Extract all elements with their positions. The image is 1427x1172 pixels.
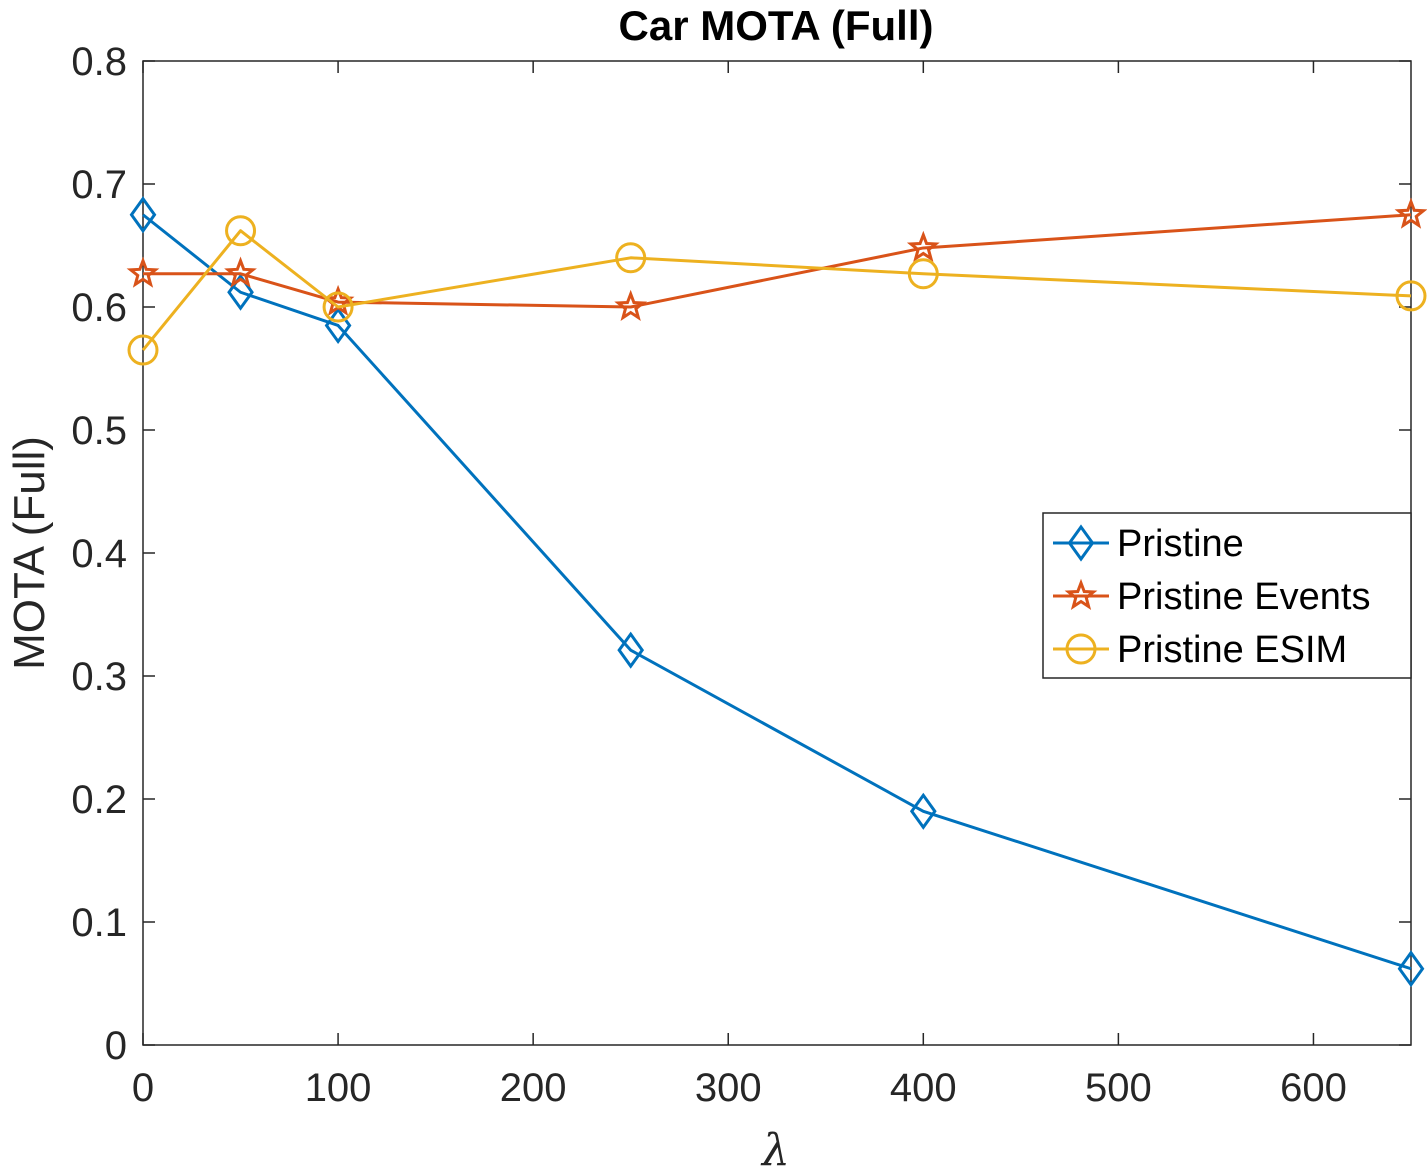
legend-marker (1064, 578, 1098, 610)
data-point (615, 242, 647, 274)
data-point (909, 792, 937, 830)
series-line (142, 213, 1412, 971)
legend-marker (1067, 524, 1095, 562)
data-point (617, 631, 645, 669)
x-tick-label: 400 (890, 1066, 957, 1110)
x-axis: 0 100 200 300 400 500 600 (132, 61, 1347, 1110)
legend-marker (1065, 633, 1097, 665)
data-point (1394, 197, 1427, 229)
y-tick-label: 0 (105, 1024, 127, 1068)
legend-entry: Pristine Events (1053, 576, 1370, 618)
y-axis-label: MOTA (Full) (5, 436, 54, 670)
x-tick-label: 300 (695, 1066, 762, 1110)
x-axis-label: λ (760, 1125, 790, 1172)
y-tick-label: 0.3 (71, 655, 127, 699)
chart-title: Car MOTA (Full) (619, 2, 934, 49)
x-tick-label: 200 (500, 1066, 567, 1110)
data-point (1395, 280, 1427, 312)
legend-label: Pristine ESIM (1117, 629, 1347, 671)
data-point (127, 334, 159, 366)
legend: Pristine Pristine Events Pristine ESIM (1042, 512, 1412, 679)
legend-entry: Pristine (1053, 523, 1244, 565)
x-tick-label: 500 (1085, 1066, 1152, 1110)
data-point (227, 273, 254, 311)
x-tick-label: 0 (132, 1066, 154, 1110)
y-tick-label: 0.2 (71, 778, 127, 822)
series-line (141, 229, 1412, 351)
legend-entry: Pristine ESIM (1053, 629, 1347, 671)
legend-label: Pristine Events (1117, 576, 1370, 618)
data-point (225, 215, 257, 247)
data-point (322, 291, 354, 323)
x-tick-label: 100 (305, 1066, 372, 1110)
series-line (143, 213, 1412, 309)
data-point (906, 230, 940, 262)
y-tick-label: 0.7 (71, 163, 127, 207)
data-point (224, 256, 257, 288)
y-tick-label: 0.6 (71, 286, 127, 330)
series-layer (126, 196, 1427, 988)
data-point (1397, 950, 1425, 988)
y-tick-label: 0.5 (71, 409, 127, 453)
y-tick-label: 0.4 (71, 532, 127, 576)
legend-label: Pristine (1117, 523, 1244, 565)
data-point (907, 258, 939, 290)
y-tick-label: 0.1 (71, 901, 127, 945)
x-tick-label: 600 (1280, 1066, 1347, 1110)
data-point (614, 289, 648, 321)
data-point (126, 256, 160, 288)
data-point (129, 196, 157, 234)
y-axis: 0 0.1 0.2 0.3 0.4 0.5 0.6 0.7 0.8 (71, 40, 1411, 1068)
series-pristine-esim (127, 215, 1427, 366)
y-tick-label: 0.8 (71, 40, 127, 84)
